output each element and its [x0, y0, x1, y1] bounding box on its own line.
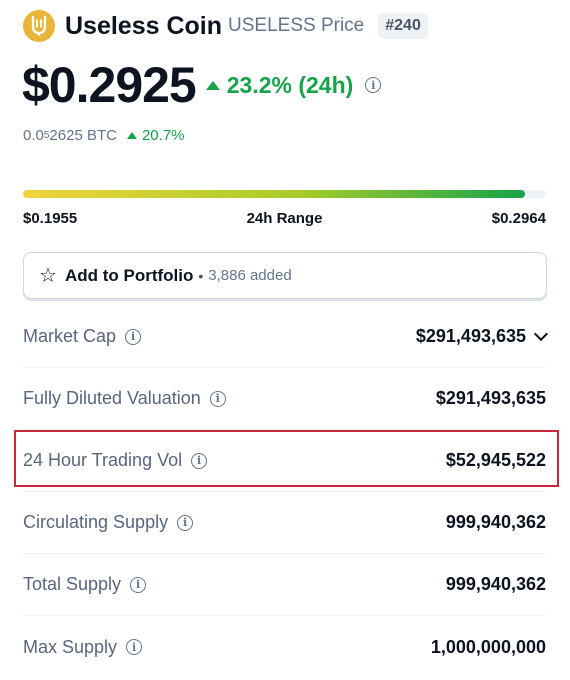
stat-value: $52,945,522	[445, 450, 546, 470]
coin-name: Useless Coin	[65, 11, 223, 40]
caret-up-icon	[126, 132, 137, 139]
24h-range-fill	[23, 190, 526, 198]
portfolio-separator: •	[198, 267, 204, 284]
coin-symbol-price: USELESS Price	[228, 15, 365, 36]
stat-label: Total Supply	[23, 574, 122, 594]
price-row: $0.2925 23.2% (24h) i	[22, 56, 382, 114]
stat-value: 1,000,000,000	[430, 636, 546, 657]
stat-value: 999,940,362	[445, 574, 546, 594]
range-high: $0.2964	[491, 210, 546, 227]
stat-label: Market Cap	[23, 326, 117, 346]
stat-label-group: Fully Diluted Valuation i	[23, 388, 226, 409]
stat-row-market-cap[interactable]: Market Cap i $291,493,635	[23, 306, 549, 368]
stat-label: 24 Hour Trading Vol	[23, 450, 183, 470]
stat-label: Fully Diluted Valuation	[23, 388, 201, 408]
coin-logo-icon	[23, 10, 55, 42]
stat-label-group: Circulating Supply i	[23, 512, 194, 533]
price-change-24h: 23.2% (24h)	[205, 71, 354, 99]
24h-range-labels: $0.1955 24h Range $0.2964	[23, 210, 546, 227]
coin-header: Useless Coin USELESS Price #240	[23, 9, 553, 43]
info-icon[interactable]: i	[365, 77, 382, 93]
portfolio-count: 3,886 added	[208, 267, 292, 284]
stats-list: Market Cap i $291,493,635 Fully Diluted …	[23, 306, 549, 678]
stat-label-group: 24 Hour Trading Vol i	[23, 450, 208, 471]
info-icon[interactable]: i	[177, 514, 194, 531]
stat-label-group: Max Supply i	[23, 636, 143, 658]
stat-row-max-supply: Max Supply i 1,000,000,000	[23, 616, 546, 678]
info-icon[interactable]: i	[126, 639, 143, 655]
stat-label-group: Market Cap i	[23, 326, 142, 347]
btc-price-suffix: 2625 BTC	[49, 127, 117, 144]
stat-label: Max Supply	[23, 636, 118, 657]
24h-range-bar	[23, 190, 546, 198]
info-icon[interactable]: i	[191, 452, 208, 469]
stat-row-circulating-supply: Circulating Supply i 999,940,362	[23, 492, 546, 554]
btc-price-prefix: 0.0	[23, 127, 44, 144]
rank-badge: #240	[378, 13, 428, 39]
stat-value: $291,493,635	[435, 388, 546, 408]
stat-row-24h-volume: 24 Hour Trading Vol i $52,945,522	[23, 430, 546, 492]
stat-label: Circulating Supply	[23, 512, 169, 532]
stat-row-total-supply: Total Supply i 999,940,362	[23, 554, 546, 616]
caret-up-icon	[205, 80, 220, 90]
range-label: 24h Range	[246, 210, 323, 227]
btc-price-zero-count: 5	[43, 130, 50, 141]
info-icon[interactable]: i	[125, 328, 142, 345]
chevron-down-icon[interactable]	[533, 326, 549, 341]
stat-value-group: $291,493,635	[415, 326, 549, 347]
btc-price-row: 0.0 5 2625 BTC 20.7%	[23, 127, 185, 144]
range-low: $0.1955	[23, 210, 78, 227]
star-icon: ☆	[39, 264, 57, 287]
btc-change: 20.7%	[126, 127, 185, 144]
stat-value: 999,940,362	[445, 512, 546, 532]
price-change-value: 23.2% (24h)	[226, 71, 354, 98]
info-icon[interactable]: i	[130, 576, 147, 593]
portfolio-label: Add to Portfolio	[64, 265, 194, 285]
info-icon[interactable]: i	[209, 390, 226, 407]
add-to-portfolio-button[interactable]: ☆ Add to Portfolio • 3,886 added	[23, 252, 547, 299]
stat-value: $291,493,635	[415, 326, 526, 346]
btc-change-value: 20.7%	[141, 127, 185, 144]
current-price: $0.2925	[22, 57, 197, 113]
stat-label-group: Total Supply i	[23, 574, 147, 595]
stat-row-fdv: Fully Diluted Valuation i $291,493,635	[23, 368, 546, 430]
